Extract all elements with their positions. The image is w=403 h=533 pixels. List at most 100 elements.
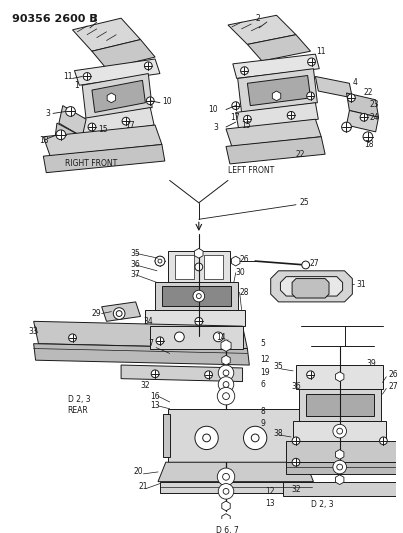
Polygon shape	[92, 39, 155, 69]
Polygon shape	[78, 108, 154, 137]
Circle shape	[66, 107, 75, 116]
Circle shape	[217, 387, 235, 405]
Polygon shape	[271, 271, 352, 302]
Text: 9: 9	[260, 419, 265, 428]
Polygon shape	[222, 356, 230, 365]
Circle shape	[156, 337, 164, 345]
Polygon shape	[299, 389, 380, 422]
Polygon shape	[335, 372, 344, 382]
Circle shape	[155, 256, 165, 266]
Polygon shape	[221, 340, 231, 351]
Text: 11: 11	[316, 47, 326, 56]
Text: 23: 23	[370, 100, 380, 109]
Text: 18: 18	[39, 136, 49, 145]
Circle shape	[347, 94, 355, 102]
Circle shape	[333, 424, 347, 438]
Circle shape	[116, 311, 122, 317]
Text: 38: 38	[274, 429, 283, 438]
Text: 12: 12	[260, 355, 270, 364]
Text: 35: 35	[274, 362, 283, 372]
Text: 32: 32	[291, 485, 301, 494]
Polygon shape	[226, 119, 321, 147]
Text: 13: 13	[150, 401, 160, 410]
Polygon shape	[44, 125, 162, 156]
Text: 27: 27	[310, 259, 319, 268]
Polygon shape	[335, 449, 344, 459]
Circle shape	[203, 434, 210, 442]
Polygon shape	[280, 277, 343, 296]
Polygon shape	[233, 54, 319, 78]
Polygon shape	[283, 482, 400, 496]
Circle shape	[218, 365, 234, 381]
Text: 15: 15	[241, 120, 251, 130]
Circle shape	[342, 122, 351, 132]
Circle shape	[232, 102, 240, 109]
Text: D 2, 3: D 2, 3	[68, 394, 90, 403]
Circle shape	[218, 377, 234, 392]
Circle shape	[222, 473, 229, 480]
Circle shape	[151, 370, 159, 378]
Circle shape	[217, 468, 235, 486]
Polygon shape	[163, 414, 170, 457]
Text: 14: 14	[216, 333, 226, 342]
Circle shape	[307, 58, 316, 66]
Text: 1: 1	[75, 80, 79, 90]
Polygon shape	[222, 501, 230, 511]
Text: 2: 2	[255, 14, 260, 23]
Polygon shape	[174, 255, 194, 279]
Text: 26: 26	[388, 370, 398, 379]
Text: REAR: REAR	[68, 406, 88, 415]
Circle shape	[205, 371, 212, 378]
Text: RIGHT FRONT: RIGHT FRONT	[65, 159, 117, 168]
Polygon shape	[222, 514, 230, 523]
Text: 17: 17	[125, 120, 135, 130]
Circle shape	[88, 123, 96, 131]
Text: 17: 17	[230, 113, 239, 122]
Circle shape	[307, 371, 314, 378]
Text: 24: 24	[370, 113, 380, 122]
Circle shape	[113, 308, 125, 319]
Text: 21: 21	[139, 482, 148, 491]
Polygon shape	[204, 255, 223, 279]
Polygon shape	[82, 74, 152, 119]
Text: 8: 8	[260, 407, 265, 416]
Text: 32: 32	[141, 381, 150, 390]
Text: 36: 36	[131, 261, 141, 270]
Polygon shape	[347, 93, 378, 117]
Polygon shape	[33, 321, 247, 349]
Text: 25: 25	[300, 198, 310, 207]
Circle shape	[223, 370, 229, 376]
Polygon shape	[236, 103, 318, 129]
Text: 20: 20	[134, 467, 143, 477]
Text: 34: 34	[143, 317, 153, 326]
Text: 19: 19	[260, 368, 270, 377]
Polygon shape	[286, 462, 398, 474]
Circle shape	[287, 111, 295, 119]
Circle shape	[83, 72, 91, 80]
Circle shape	[243, 426, 267, 449]
Text: 18: 18	[364, 140, 374, 149]
Circle shape	[193, 290, 205, 302]
Circle shape	[243, 115, 251, 123]
Text: 5: 5	[260, 339, 265, 348]
Circle shape	[158, 259, 162, 263]
Polygon shape	[347, 110, 378, 132]
Text: 4: 4	[352, 78, 357, 87]
Polygon shape	[33, 344, 249, 365]
Circle shape	[195, 263, 203, 271]
Circle shape	[333, 461, 347, 474]
Polygon shape	[155, 282, 238, 310]
Polygon shape	[102, 302, 141, 321]
Circle shape	[218, 483, 234, 499]
Polygon shape	[272, 91, 281, 101]
Polygon shape	[292, 279, 329, 298]
Text: LEFT FRONT: LEFT FRONT	[228, 166, 274, 175]
Text: 3: 3	[213, 123, 218, 132]
Polygon shape	[226, 137, 325, 164]
Polygon shape	[247, 35, 311, 61]
Circle shape	[337, 464, 343, 470]
Polygon shape	[286, 441, 398, 462]
Polygon shape	[121, 365, 243, 382]
Circle shape	[69, 334, 77, 342]
Polygon shape	[335, 475, 344, 484]
